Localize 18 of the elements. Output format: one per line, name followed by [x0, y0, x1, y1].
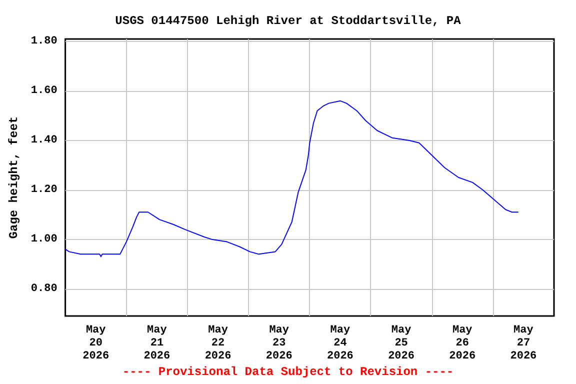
y-tick-label: 1.40 [30, 134, 58, 146]
x-tick-label: May 26 2026 [449, 324, 476, 362]
x-tick-label: May 22 2026 [204, 324, 232, 362]
text: ---- Provisional Data Subject to Revision ---- [122, 365, 454, 379]
y-tick-label: 0.80 [30, 282, 58, 295]
x-tick-label: May 23 2026 [266, 324, 292, 362]
chart-title: USGS 01447500 Lehigh River at Stoddartsville, PA [115, 14, 462, 28]
y-tick-label: 1.60 [30, 84, 58, 97]
x-tick-label: May 20 2026 [82, 324, 110, 362]
y-tick-label: 1.20 [30, 184, 58, 196]
x-tick-label: May 25 2026 [388, 324, 414, 362]
x-tick-label: May 21 2026 [144, 324, 170, 362]
y-tick-label: 1.80 [30, 35, 58, 48]
y-tick-label: 1.00 [30, 233, 58, 246]
x-tick-label: May 27 2026 [510, 324, 537, 362]
y-axis-title: Gage height, feet [7, 116, 21, 239]
x-tick-label: May 24 2026 [326, 324, 354, 362]
line-series [64, 100, 519, 258]
